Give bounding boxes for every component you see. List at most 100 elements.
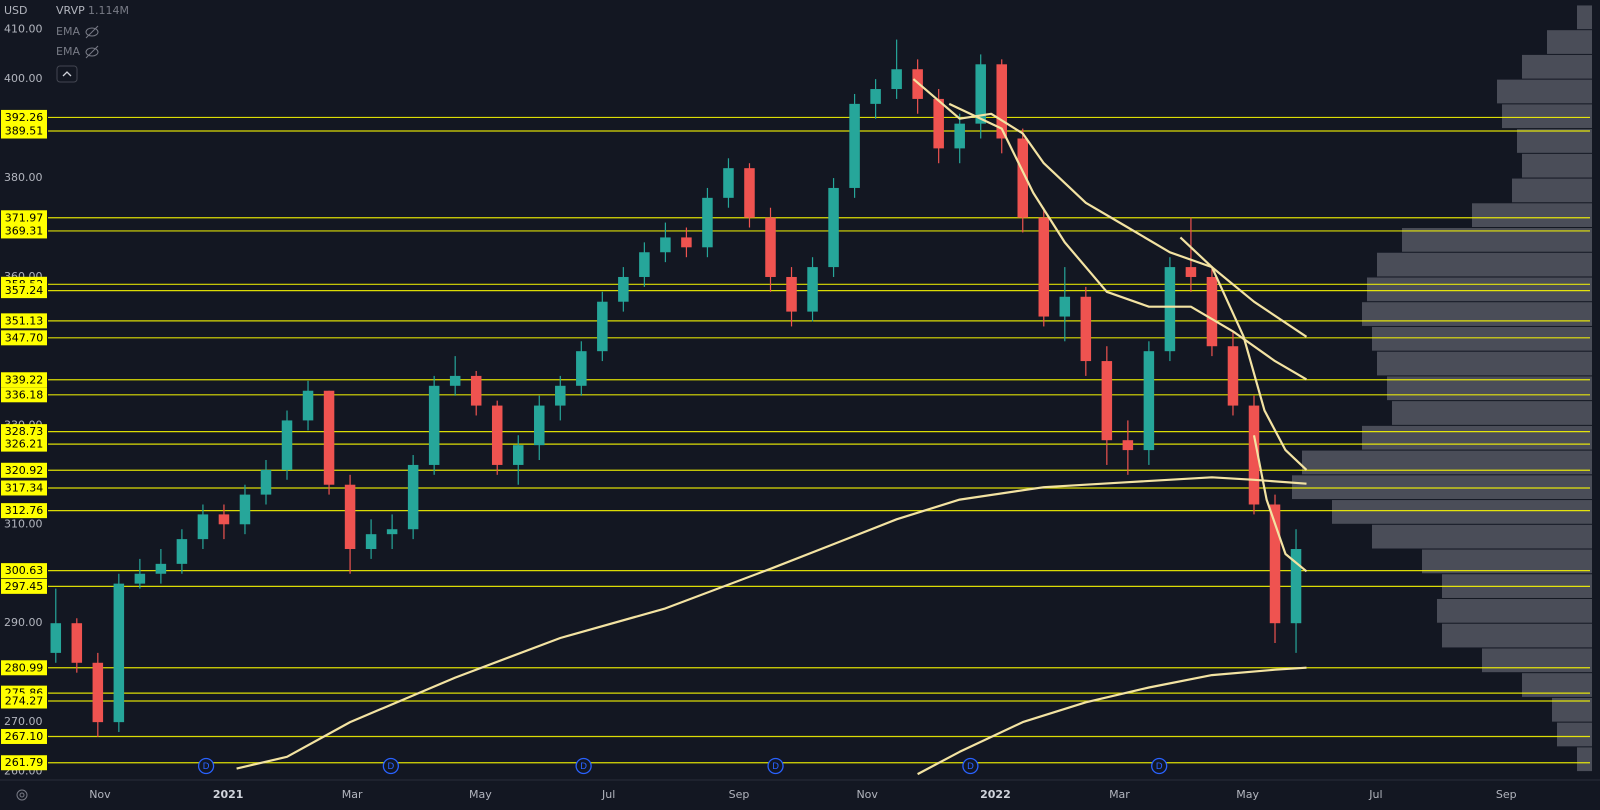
y-tick-label: 410.00 [4,23,43,36]
profile-bar [1522,673,1592,697]
profile-bar [1362,302,1592,326]
level-label-box [1,480,47,496]
x-tick-label: 2021 [213,788,244,801]
candle-body [50,623,62,653]
level-label: 336.18 [5,388,44,401]
profile-bar [1377,252,1592,277]
candle-body [470,375,482,406]
x-tick-label: Sep [729,788,750,801]
x-tick-label: Nov [89,788,111,801]
candle-body [1206,276,1218,347]
candle-body [597,301,608,352]
profile-bar [1372,524,1592,549]
candle-body [891,69,902,90]
candle-body [113,583,125,723]
profile-bar [1302,450,1592,475]
event-marker [197,757,215,775]
profile-bar [1497,79,1592,104]
level-label-box [1,313,47,329]
level-label: 326.21 [5,438,44,451]
level-label-box [1,660,47,676]
candle-body [449,375,461,386]
event-marker [382,757,400,775]
collapse-button[interactable] [56,65,78,83]
candle-body [618,276,629,302]
level-label-box [1,563,47,579]
candle-body [702,197,713,248]
y-tick-label: 400.00 [4,72,43,85]
level-label-box [1,462,47,478]
level-label-box [1,330,47,346]
event-label: D [203,762,210,772]
moving-average [1179,236,1308,471]
level-label-box [1,109,47,125]
level-label: 297.45 [5,580,44,593]
candle-body [302,390,314,421]
level-label-box [1,283,47,299]
candle-body [260,469,272,495]
level-label: 369.31 [5,224,44,237]
candle-body [365,534,377,550]
hide-icon[interactable] [85,25,99,39]
candle-body [92,662,104,723]
candle-body [512,445,524,465]
event-label: D [772,762,779,772]
candle-body [344,484,356,550]
candle-body [239,494,251,525]
level-label-box [1,693,47,709]
level-label-box [1,372,47,388]
level-label: 351.13 [5,314,44,327]
x-tick-label: Sep [1496,788,1517,801]
candle-body [765,217,776,277]
candle-body [723,168,734,198]
profile-bar [1547,30,1592,54]
event-marker [575,757,592,775]
candle-body [1227,346,1239,406]
event-label: D [1156,762,1163,772]
level-label: 347.70 [5,331,44,344]
event-marker [1151,757,1168,775]
profile-bar [1442,623,1592,648]
candle-body [870,89,881,104]
profile-bar [1502,104,1592,129]
axes: 410.00400.00380.00360.00330.00310.00290.… [1,23,1517,801]
candle-body [681,237,692,248]
level-label-box [1,755,47,771]
moving-average [912,78,1308,338]
level-label: 389.51 [5,125,44,138]
level-label: 274.27 [5,695,44,708]
profile-bar [1577,747,1592,772]
x-tick-label: Mar [1109,788,1130,801]
candle-body [1164,267,1176,352]
candle-body [1038,217,1050,317]
moving-average [1252,435,1308,573]
profile-bar [1552,697,1592,722]
candles [50,39,1302,737]
levels [48,116,1590,764]
profile-bar [1517,129,1592,153]
candle-body [1017,138,1029,218]
event-marker [962,757,979,775]
profile-bar [1332,500,1592,524]
x-tick-label: 2022 [980,788,1011,801]
candle-body [933,98,944,149]
candle-body [428,385,440,465]
candle-body [660,237,671,253]
level-label: 261.79 [5,756,44,769]
profile-bar [1372,326,1592,351]
candle-body [639,252,650,277]
profile-bar [1422,549,1592,574]
candle-body [176,539,188,564]
candle-body [786,276,797,312]
candle-body [281,420,293,470]
level-label-box [1,424,47,440]
candle-body [534,405,545,446]
x-tick-label: May [469,788,492,801]
settings-icon[interactable] [16,789,28,801]
candle-body [386,529,398,535]
candle-body [576,351,587,386]
hide-icon[interactable] [85,45,99,59]
y-tick-label: 290.00 [4,616,43,629]
profile-bar [1512,178,1592,203]
